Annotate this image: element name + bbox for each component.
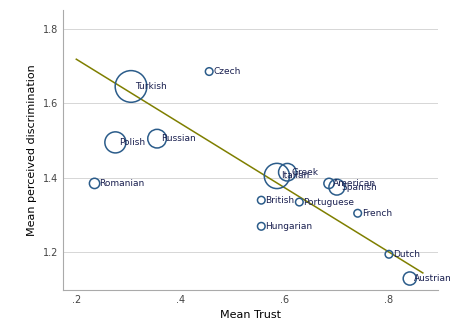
- Point: [283, 169, 290, 175]
- Point: [325, 181, 332, 186]
- Point: [91, 181, 98, 186]
- Text: British: British: [265, 196, 294, 205]
- X-axis label: Mean Trust: Mean Trust: [220, 310, 281, 320]
- Text: Portuguese: Portuguese: [303, 197, 354, 206]
- Text: Romanian: Romanian: [98, 179, 143, 188]
- Point: [153, 136, 161, 141]
- Text: Polish: Polish: [120, 138, 145, 147]
- Text: Dutch: Dutch: [392, 250, 419, 259]
- Text: Italian: Italian: [281, 171, 308, 180]
- Text: Hungarian: Hungarian: [265, 222, 312, 231]
- Text: French: French: [361, 209, 391, 218]
- Text: Austrian: Austrian: [413, 274, 451, 283]
- Text: Russian: Russian: [161, 134, 196, 143]
- Point: [295, 199, 302, 205]
- Point: [405, 276, 413, 281]
- Text: Greek: Greek: [291, 168, 318, 177]
- Text: American: American: [332, 179, 376, 188]
- Y-axis label: Mean perceived discrimination: Mean perceived discrimination: [28, 64, 37, 236]
- Point: [384, 252, 391, 257]
- Point: [111, 140, 119, 145]
- Point: [257, 224, 264, 229]
- Point: [332, 184, 340, 190]
- Text: Spanish: Spanish: [340, 182, 376, 192]
- Point: [205, 69, 212, 74]
- Text: Czech: Czech: [213, 67, 240, 76]
- Point: [127, 84, 134, 89]
- Text: Turkish: Turkish: [135, 82, 166, 91]
- Point: [257, 197, 264, 203]
- Point: [273, 173, 280, 178]
- Point: [353, 210, 360, 216]
